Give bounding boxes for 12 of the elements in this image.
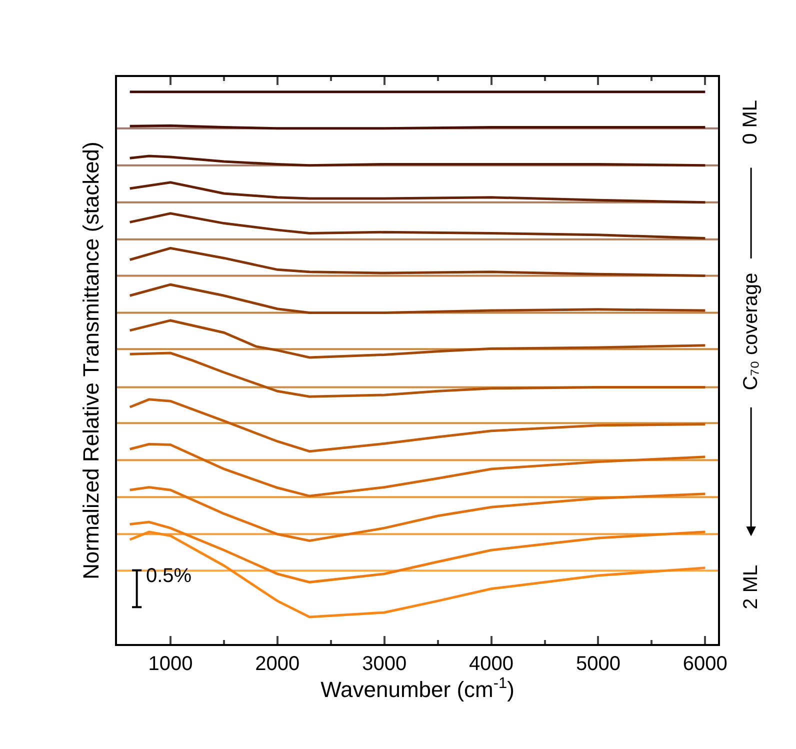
text: 2 ML xyxy=(740,564,762,610)
text: C₇₀ coverage xyxy=(740,272,762,390)
text: 0 ML xyxy=(740,100,762,144)
y-axis-title: Normalized Relative Transmittance (stacked) xyxy=(78,142,104,580)
x-tick-label: 4000 xyxy=(469,653,514,675)
annotation: 0.5% xyxy=(146,565,192,587)
x-tick-label: 6000 xyxy=(682,653,728,675)
x-tick-label: 1000 xyxy=(148,653,193,675)
x-axis-title: Wavenumber (cm$^{-1}$) xyxy=(320,675,514,702)
x-tick-label: 2000 xyxy=(255,653,300,675)
x-tick-label: 3000 xyxy=(362,653,407,675)
x-tick-label: 5000 xyxy=(576,653,620,675)
